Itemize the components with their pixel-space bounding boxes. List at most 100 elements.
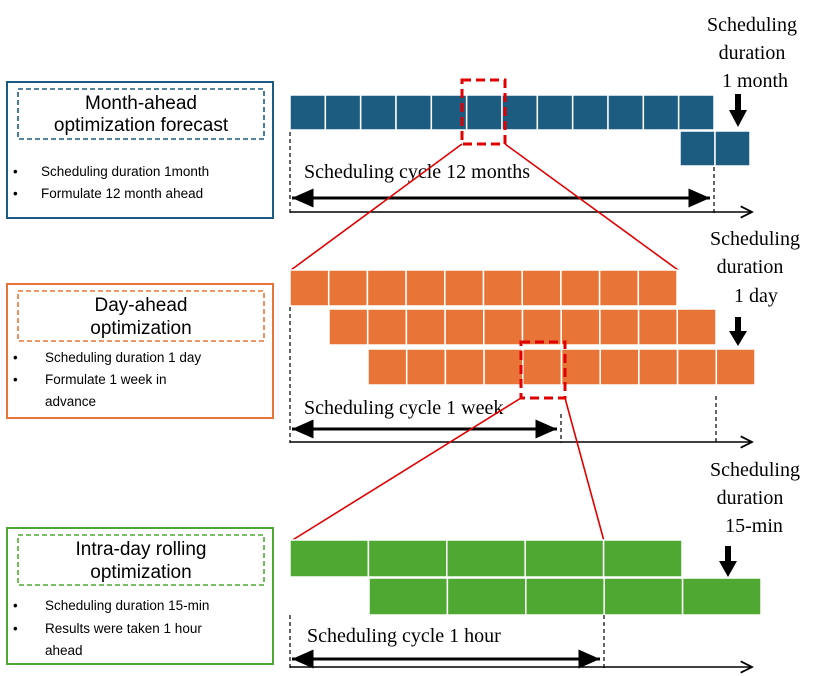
day-row-3-segment-4 <box>483 348 524 386</box>
zoom-line-month-right <box>504 143 679 271</box>
day-row-2-segment-2 <box>366 308 408 346</box>
zoom-line-day-right <box>564 397 605 542</box>
month-timeline: Scheduling cycle 12 months Scheduling du… <box>289 14 797 214</box>
day-row-1-segment-4 <box>405 269 446 307</box>
intra-row-2-segment-1 <box>368 577 449 616</box>
day-row-2-segment-4 <box>444 308 485 346</box>
intra-row-1-segment-3 <box>446 539 526 578</box>
month-title-box <box>17 88 265 140</box>
month-row-1-segment-6 <box>465 94 503 131</box>
month-bullet1-dot: • <box>13 164 18 179</box>
day-row-1-segment-7 <box>521 269 562 307</box>
month-row-1-segment-4 <box>395 94 433 131</box>
month-duration-line1: Scheduling <box>707 14 797 36</box>
day-row-1-segment-9 <box>598 269 640 307</box>
intra-row-2-segment-4 <box>603 577 684 616</box>
day-bullet2-dot: • <box>13 372 18 387</box>
month-title-line2: optimization forecast <box>54 115 229 136</box>
month-row-2-segment-2 <box>714 130 751 167</box>
day-ahead-panel: Day-ahead optimization • Scheduling dura… <box>6 283 274 419</box>
day-row-1-segment-1 <box>289 269 330 307</box>
day-duration-line2: duration <box>717 256 784 278</box>
day-row-1-segment-5 <box>444 269 485 307</box>
day-row-2-segment-3 <box>405 308 446 346</box>
intra-bullet1: Scheduling duration 15-min <box>45 598 209 613</box>
intra-day-panel: Intra-day rolling optimization • Schedul… <box>6 527 274 665</box>
day-timeline: Scheduling cycle 1 week Scheduling durat… <box>289 228 800 443</box>
day-row-2 <box>328 308 717 346</box>
day-zoom-box <box>519 340 567 400</box>
day-row-3-segment-1 <box>367 348 408 386</box>
day-duration-line3: 1 day <box>734 285 778 307</box>
intra-row-1-segment-4 <box>524 539 605 578</box>
day-title-line2: optimization <box>90 318 191 339</box>
day-row-1-segment-3 <box>366 269 407 307</box>
intra-bullet2-dot: • <box>13 621 18 636</box>
month-bullet2-dot: • <box>13 186 18 201</box>
day-bullet1-dot: • <box>13 350 18 365</box>
intra-row-1-segment-5 <box>602 539 683 578</box>
day-row-3-segment-7 <box>599 348 640 386</box>
day-row-2-segment-9 <box>637 308 679 346</box>
month-ahead-panel: Month-ahead optimization forecast • Sche… <box>6 81 274 219</box>
zoom-line-day-left <box>290 397 522 542</box>
day-row-1-segment-10 <box>637 269 678 307</box>
intra-bullet2-line2: ahead <box>45 643 83 658</box>
day-row-2-segment-8 <box>599 308 640 346</box>
day-row-3-segment-3 <box>444 348 485 386</box>
month-row-1-segment-12 <box>677 94 715 131</box>
month-row-2-segment-1 <box>679 130 716 167</box>
month-row-1-segment-7 <box>501 94 539 131</box>
day-row-2-segment-10 <box>676 308 717 346</box>
intra-row-2-segment-3 <box>525 577 605 616</box>
intra-row-2-segment-5 <box>681 577 762 616</box>
day-row-1 <box>289 269 678 307</box>
day-bullet2-line2: advance <box>45 394 96 409</box>
intra-timeline: Scheduling cycle 1 hour Scheduling durat… <box>289 459 800 668</box>
month-row-1-segment-1 <box>289 94 327 131</box>
month-row-1-segment-10 <box>607 94 645 131</box>
month-cycle-label: Scheduling cycle 12 months <box>304 161 530 183</box>
day-row-1-segment-2 <box>327 269 369 307</box>
intra-row-1-segment-1 <box>289 539 370 578</box>
month-row-1-segment-11 <box>642 94 680 131</box>
intra-bullet2-line1: Results were taken 1 hour <box>45 621 202 636</box>
month-row-1-segment-3 <box>359 94 397 131</box>
day-row-1-segment-8 <box>560 269 601 307</box>
day-bullet2-line1: Formulate 1 week in <box>45 372 167 387</box>
intra-title-box <box>17 534 265 586</box>
day-panel-border <box>6 283 274 419</box>
month-duration-down-arrow-icon <box>729 94 747 127</box>
intra-duration-line2: duration <box>717 487 784 509</box>
month-row-1-segment-8 <box>536 94 574 131</box>
month-row-1-segment-2 <box>324 94 362 131</box>
day-row-3-segment-5 <box>522 348 563 386</box>
intra-row-1-segment-2 <box>367 539 448 578</box>
intra-title-line2: optimization <box>90 562 191 583</box>
day-row-3 <box>367 348 756 386</box>
month-title-line1: Month-ahead <box>85 93 197 114</box>
day-duration-line1: Scheduling <box>710 228 800 250</box>
month-bullet2: Formulate 12 month ahead <box>41 186 203 201</box>
intra-title-line1: Intra-day rolling <box>76 539 207 560</box>
zoom-line-month-left <box>290 143 463 271</box>
intra-row-2 <box>368 577 762 616</box>
day-row-3-segment-9 <box>676 348 718 386</box>
month-bullet1: Scheduling duration 1month <box>41 164 209 179</box>
intra-bullet1-dot: • <box>13 598 18 613</box>
month-row-1 <box>289 94 715 131</box>
day-row-2-segment-1 <box>328 308 369 346</box>
intra-panel-border <box>6 527 274 665</box>
day-title-box <box>17 290 265 342</box>
month-row-2 <box>679 130 751 167</box>
intra-duration-line3: 15-min <box>725 515 783 537</box>
month-zoom-box <box>460 78 507 146</box>
day-row-3-segment-8 <box>638 348 679 386</box>
month-panel-border <box>6 81 274 219</box>
day-row-2-segment-6 <box>521 308 562 346</box>
day-row-2-segment-5 <box>483 308 524 346</box>
day-bullet1: Scheduling duration 1 day <box>45 350 201 365</box>
day-duration-down-arrow-icon <box>729 317 747 346</box>
intra-row-2-segment-2 <box>446 577 527 616</box>
